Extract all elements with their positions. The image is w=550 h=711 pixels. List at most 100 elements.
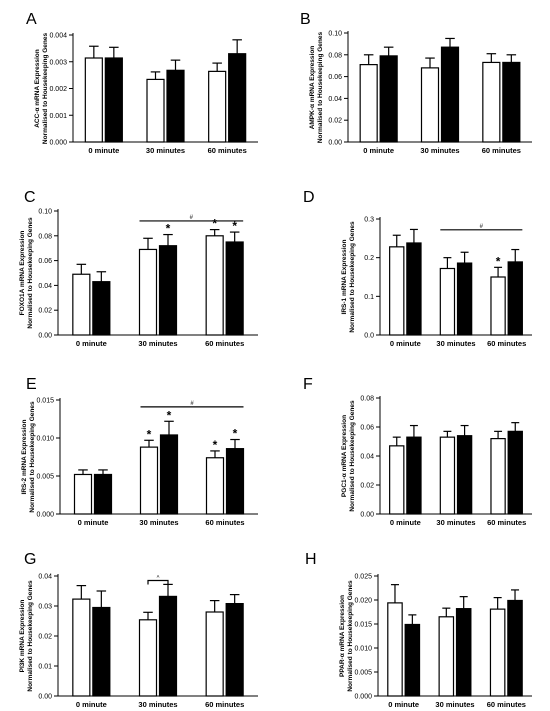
y-axis-label: Normalised to Housekeeping Genes — [27, 217, 34, 329]
bar — [225, 448, 245, 515]
y-axis-label: Normalised to Housekeeping Genes — [317, 31, 324, 143]
x-tick-label: 30 minutes — [436, 339, 475, 348]
panel-C: C 0.00 0.02 0.04 0.06 0.08 0.10 FOXO1A mRNA Exp… — [19, 189, 258, 348]
x-tick-label: 30 minutes — [420, 146, 459, 155]
bar — [138, 619, 158, 697]
bar — [104, 57, 123, 143]
y-tick-label: 0.10 — [38, 209, 52, 216]
bar — [138, 248, 158, 336]
significance-star: * — [167, 408, 172, 422]
y-tick-label: 0.000 — [36, 512, 54, 519]
significance-star: * — [233, 427, 238, 441]
bar — [379, 55, 398, 143]
panel-H: H 0.000 0.005 0.010 0.015 0.020 0.025 PPAR-α mR… — [305, 551, 532, 709]
y-tick-label: 0.001 — [49, 113, 67, 120]
panel-D: D 0.0 0.1 0.2 0.3 IRS-1 mRNA Expression Normal… — [303, 189, 532, 348]
x-tick-label: 30 minutes — [138, 339, 177, 348]
y-tick-label: 0.08 — [328, 52, 342, 59]
bar — [406, 242, 422, 336]
bar — [438, 616, 455, 697]
x-tick-label: 0 minute — [390, 518, 421, 527]
y-tick-label: 0.020 — [354, 598, 372, 605]
x-tick-label: 30 minutes — [139, 518, 178, 527]
y-axis-label: PPAR-α mRNA Expression — [339, 595, 346, 677]
y-tick-label: 0.00 — [38, 333, 52, 340]
bar — [456, 435, 473, 515]
y-axis-label: Normalised to Housekeeping Genes — [42, 32, 49, 144]
y-tick-label: 0.10 — [328, 31, 342, 38]
y-axis-label: Normalised to Housekeeping Genes — [349, 221, 356, 333]
x-tick-label: 60 minutes — [205, 700, 244, 709]
y-tick-label: 0.010 — [36, 436, 54, 443]
y-axis-label: IRS-2 mRNA Expression — [21, 420, 28, 495]
bar — [439, 267, 456, 336]
y-axis-label: AMPK-α mRNA Expression — [309, 46, 316, 130]
bar — [73, 473, 93, 515]
y-tick-label: 0.02 — [360, 483, 374, 490]
bar — [205, 457, 225, 515]
x-tick-label: 30 minutes — [146, 146, 185, 155]
bar — [92, 606, 111, 697]
panel-letter: G — [24, 551, 36, 568]
y-tick-label: 0.04 — [328, 96, 342, 103]
y-tick-label: 0.000 — [354, 694, 372, 701]
panel-F: F 0.00 0.02 0.04 0.06 0.08 PGC1-α mRNA Express… — [303, 376, 532, 527]
panel-A: A 0.000 0.001 0.002 0.003 0.004 ACC-α mRNA Exp… — [26, 11, 258, 155]
y-axis-label: PGC1-α mRNA Expression — [341, 415, 348, 497]
bar — [205, 611, 224, 697]
significance-star: * — [232, 219, 237, 233]
x-tick-label: 60 minutes — [205, 518, 244, 527]
x-tick-label: 0 minute — [88, 146, 119, 155]
x-tick-label: 60 minutes — [482, 146, 521, 155]
x-tick-label: 0 minute — [78, 518, 109, 527]
significance-star: * — [147, 427, 152, 441]
y-axis-label: Normalised to Housekeeping Genes — [349, 400, 356, 512]
y-tick-label: 0.015 — [36, 398, 54, 405]
x-tick-label: 0 minute — [76, 700, 107, 709]
y-tick-label: 0.004 — [49, 33, 67, 40]
x-tick-label: 30 minutes — [138, 700, 177, 709]
bar — [387, 602, 403, 697]
bar — [456, 262, 473, 336]
bar — [404, 623, 421, 697]
bar — [389, 445, 405, 515]
bar — [502, 61, 521, 143]
bar — [455, 608, 472, 697]
x-tick-label: 30 minutes — [435, 700, 474, 709]
panel-letter: B — [300, 11, 311, 28]
y-tick-label: 0.2 — [364, 255, 374, 262]
bar — [225, 602, 244, 697]
x-tick-label: 30 minutes — [436, 518, 475, 527]
y-axis-label: Normalised to Housekeeping Genes — [29, 401, 36, 513]
bar — [93, 473, 113, 515]
bar — [507, 430, 523, 515]
y-tick-label: 0.04 — [360, 454, 374, 461]
panel-letter: E — [26, 376, 37, 393]
x-tick-label: 0 minute — [390, 339, 421, 348]
y-tick-label: 0.005 — [354, 670, 372, 677]
bar — [84, 57, 103, 143]
y-tick-label: 0.000 — [49, 140, 67, 147]
y-axis-label: Normalised to Housekeeping Genes — [27, 580, 34, 692]
y-tick-label: 0.0 — [364, 333, 374, 340]
bar — [439, 436, 456, 515]
bar — [72, 598, 91, 697]
bracket-label: ^ — [157, 576, 160, 582]
x-tick-label: 60 minutes — [487, 700, 526, 709]
x-tick-label: 0 minute — [388, 700, 419, 709]
bar — [420, 67, 440, 143]
panel-letter: A — [26, 11, 37, 28]
bar — [158, 245, 178, 336]
y-tick-label: 0.00 — [328, 140, 342, 147]
bar — [489, 608, 506, 697]
bar — [92, 281, 111, 336]
y-axis-label: ACC-α mRNA Expression — [34, 49, 41, 128]
bar — [389, 246, 405, 336]
bar — [159, 434, 179, 515]
panel-letter: F — [303, 376, 313, 393]
y-tick-label: 0.08 — [360, 396, 374, 403]
bar — [205, 235, 224, 336]
significance-star: * — [213, 438, 218, 452]
panel-letter: C — [24, 189, 36, 206]
